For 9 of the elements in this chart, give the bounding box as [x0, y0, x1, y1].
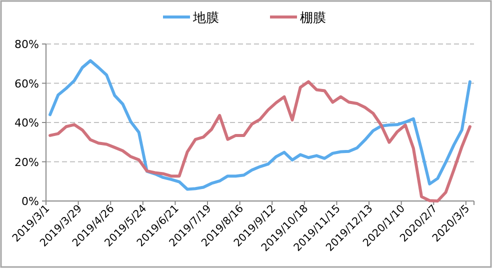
y-tick-label: 60% — [14, 77, 39, 90]
line-series — [48, 80, 472, 202]
y-tick-label: 80% — [14, 38, 39, 51]
line-series — [48, 59, 472, 191]
legend-label: 地膜 — [192, 11, 219, 26]
y-tick-label: 0% — [22, 195, 39, 208]
y-tick-label: 40% — [14, 116, 39, 130]
y-tick-label: 20% — [14, 156, 39, 169]
legend-label: 棚膜 — [300, 11, 326, 26]
